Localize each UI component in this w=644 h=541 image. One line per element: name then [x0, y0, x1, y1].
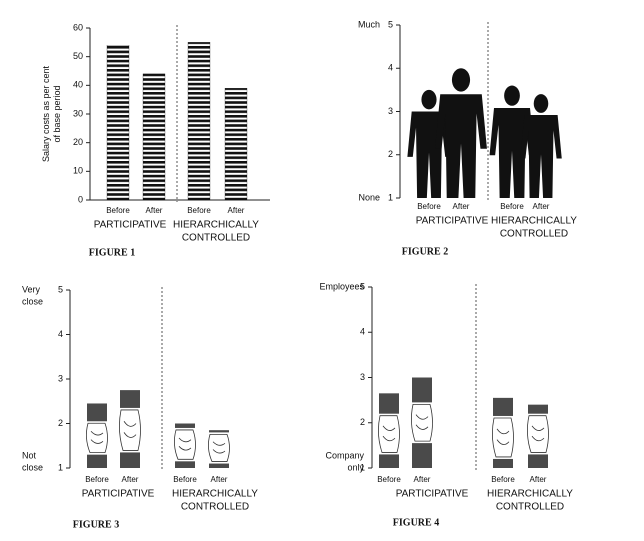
bar: [106, 45, 130, 201]
handshake: [492, 417, 514, 458]
upper-box: [209, 430, 229, 433]
y-tick-label: 0: [78, 194, 83, 204]
bar: [187, 42, 211, 201]
top-scale-label: Much: [358, 19, 380, 29]
group-label: HIERARCHICALLY: [487, 489, 573, 500]
figure-title: FIGURE 1: [89, 247, 135, 258]
category-label: Before: [377, 475, 401, 484]
category-label: After: [228, 206, 245, 215]
top-scale-label: Employees: [319, 281, 364, 291]
group-label: CONTROLLED: [496, 502, 564, 513]
person: [435, 68, 487, 198]
lower-box: [209, 463, 229, 468]
group-label: CONTROLLED: [181, 502, 249, 513]
category-label: After: [414, 475, 431, 484]
y-tick-label: 1: [360, 462, 365, 472]
y-tick-label: 4: [388, 63, 393, 73]
top-scale-label: close: [22, 296, 43, 306]
y-tick-label: 30: [73, 108, 83, 118]
bottom-scale-label: None: [358, 192, 380, 202]
y-tick-label: 5: [388, 19, 393, 29]
category-label: Before: [491, 475, 515, 484]
person: [520, 94, 562, 198]
category-label: Before: [500, 202, 524, 211]
lower-box: [379, 454, 399, 468]
category-label: After: [211, 475, 228, 484]
handshake: [208, 434, 230, 462]
y-tick-label: 10: [73, 166, 83, 176]
category-label: Before: [106, 206, 130, 215]
handshake: [527, 415, 549, 453]
y-tick-label: 2: [388, 149, 393, 159]
y-tick-label: 1: [388, 192, 393, 202]
y-tick-label: 3: [360, 372, 365, 382]
y-tick-label: 5: [360, 281, 365, 291]
figure-title: FIGURE 4: [393, 517, 439, 528]
upper-box: [528, 404, 548, 414]
y-tick-label: 20: [73, 137, 83, 147]
top-scale-label: Very: [22, 284, 41, 294]
lower-box: [412, 443, 432, 468]
y-tick-label: 3: [388, 106, 393, 116]
handshake: [119, 409, 141, 451]
category-label: After: [146, 206, 163, 215]
lower-box: [87, 454, 107, 468]
y-axis-label-line: of base period: [52, 85, 62, 142]
group-label: PARTICIPATIVE: [94, 220, 167, 231]
lower-box: [493, 458, 513, 468]
bottom-scale-label: close: [22, 462, 43, 472]
category-label: Before: [417, 202, 441, 211]
group-label: CONTROLLED: [182, 233, 250, 244]
person: [489, 85, 535, 198]
upper-box: [412, 377, 432, 403]
bottom-scale-label: Not: [22, 450, 37, 460]
handshake: [174, 429, 196, 460]
y-tick-label: 2: [58, 418, 63, 428]
y-tick-label: 60: [73, 22, 83, 32]
bar: [224, 88, 248, 201]
y-tick-label: 5: [58, 284, 63, 294]
group-label: PARTICIPATIVE: [82, 489, 155, 500]
y-axis-label-line: Salary costs as per cent: [41, 65, 51, 162]
handshake: [411, 403, 433, 442]
y-tick-label: 2: [360, 417, 365, 427]
group-label: CONTROLLED: [500, 229, 568, 240]
category-label: Before: [85, 475, 109, 484]
lower-box: [528, 454, 548, 468]
category-label: After: [533, 202, 550, 211]
y-tick-label: 50: [73, 51, 83, 61]
upper-box: [379, 393, 399, 414]
handshake: [378, 415, 400, 453]
group-label: HIERARCHICALLY: [172, 489, 258, 500]
bar: [142, 73, 166, 201]
category-label: After: [453, 202, 470, 211]
upper-box: [175, 423, 195, 428]
y-tick-label: 40: [73, 80, 83, 90]
lower-box: [120, 452, 140, 468]
bottom-scale-label: Company: [325, 450, 364, 460]
y-tick-label: 4: [58, 329, 63, 339]
group-label: PARTICIPATIVE: [396, 489, 469, 500]
y-tick-label: 4: [360, 327, 365, 337]
y-tick-label: 1: [58, 462, 63, 472]
bottom-scale-label: only: [347, 462, 364, 472]
group-label: HIERARCHICALLY: [173, 220, 259, 231]
lower-box: [175, 461, 195, 468]
group-label: HIERARCHICALLY: [491, 216, 577, 227]
y-axis-label: Salary costs as per cent of base period: [41, 65, 62, 162]
group-label: PARTICIPATIVE: [416, 216, 489, 227]
upper-box: [120, 390, 140, 408]
category-label: Before: [173, 475, 197, 484]
figure-title: FIGURE 2: [402, 246, 448, 257]
figure-title: FIGURE 3: [73, 519, 119, 530]
category-label: After: [530, 475, 547, 484]
upper-box: [493, 397, 513, 416]
handshake: [86, 422, 108, 454]
category-label: After: [122, 475, 139, 484]
category-label: Before: [187, 206, 211, 215]
y-tick-label: 3: [58, 373, 63, 383]
upper-box: [87, 403, 107, 422]
